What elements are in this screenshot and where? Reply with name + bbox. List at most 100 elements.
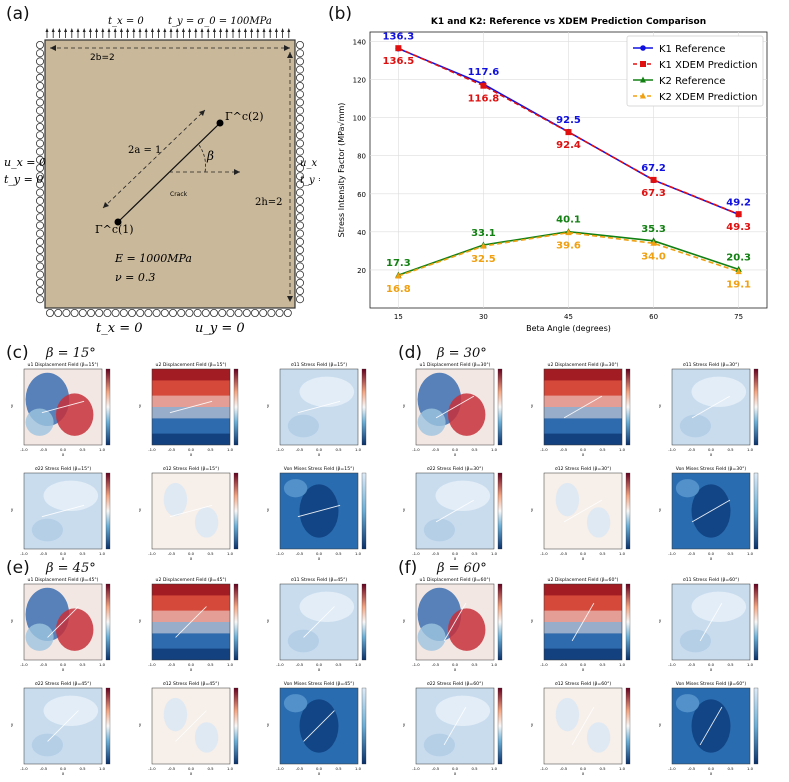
x-tick-label: -1.0 (668, 662, 676, 667)
x-tick-label: -1.0 (412, 662, 420, 667)
x-axis-label: x (582, 667, 585, 672)
field-subplot: σ11 Stress Field (β=45°) -1.0 -0.5 0.0 0.5 1.… (267, 577, 367, 672)
x-tick-label: -1.0 (412, 551, 420, 556)
x-tick-label: 1.0 (491, 662, 498, 667)
x-tick-label: 0.0 (60, 662, 67, 667)
legend-entry: K1 Reference (659, 44, 725, 55)
x-axis-label: x (318, 667, 321, 672)
field-block-c: u1 Displacement Field (β=15°) -1.0 -0.5 0.0… (11, 362, 367, 561)
x-tick-label: 1.0 (747, 766, 754, 771)
x-tick-label: -1.0 (668, 551, 676, 556)
y-axis-label: Stress Intensity Factor (MPa√mm) (337, 103, 346, 238)
x-tick-label: -1.0 (148, 551, 156, 556)
x-tick-label: 1.0 (619, 551, 626, 556)
x-tick-label: 0.0 (452, 662, 459, 667)
x-tick-label: 0.5 (599, 447, 606, 452)
x-tick-label: -0.5 (688, 662, 696, 667)
field-subplot: σ22 Stress Field (β=30°) -1.0 -0.5 0.0 0.5 1.… (403, 466, 503, 561)
x-tick-label: -0.5 (560, 662, 568, 667)
x-tick-label: 1.0 (99, 447, 106, 452)
top-stress: t_y = σ_0 = 100MPa (168, 16, 272, 27)
y-axis-label: y (139, 403, 142, 408)
y-axis-label: y (139, 618, 142, 623)
x-tick-label: 0.5 (207, 551, 214, 556)
field-subplot: σ22 Stress Field (β=60°) -1.0 -0.5 0.0 0.5 1.… (403, 681, 503, 776)
data-label: 67.2 (641, 163, 666, 174)
y-tick-label: 80 (357, 153, 366, 161)
y-axis-label: y (139, 507, 142, 512)
panel-b-label: (b) (328, 4, 353, 24)
x-tick-label: -0.5 (432, 766, 440, 771)
y-axis-label: y (659, 618, 662, 623)
crack-tip-1 (114, 218, 122, 226)
subplot-title: σ12 Stress Field (β=45°) (163, 681, 220, 687)
bottom-bc-2: u_y = 0 (195, 321, 245, 335)
right-bc-1: u_x = 0 (300, 158, 320, 169)
x-tick-label: 0.0 (580, 766, 587, 771)
subplot-title: σ22 Stress Field (β=45°) (35, 681, 92, 687)
x-tick-label: -0.5 (40, 447, 48, 452)
data-label: 20.3 (726, 252, 751, 263)
plate (44, 39, 296, 309)
y-axis-label: y (11, 507, 14, 512)
subplot-title: σ11 Stress Field (β=45°) (291, 577, 348, 583)
poisson-label: ν = 0.3 (115, 271, 155, 284)
x-tick-label: -1.0 (412, 447, 420, 452)
x-tick-label: 60 (649, 313, 658, 321)
data-point (395, 272, 402, 279)
legend-entry: K2 XDEM Prediction (659, 92, 757, 103)
x-axis-label: x (582, 556, 585, 561)
x-tick-label: 0.0 (188, 766, 195, 771)
data-point (565, 229, 572, 236)
x-tick-label: 0.0 (708, 551, 715, 556)
x-tick-label: -1.0 (540, 662, 548, 667)
data-label: 49.3 (726, 222, 751, 233)
x-axis-label: x (318, 452, 321, 457)
subplot-title: Von Mises Stress Field (β=45°) (284, 681, 355, 687)
field-subplot: u2 Displacement Field (β=60°) -1.0 -0.5 0.0… (531, 577, 631, 672)
x-tick-label: -0.5 (688, 447, 696, 452)
x-tick-label: 0.0 (316, 766, 323, 771)
subplot-title: u2 Displacement Field (β=15°) (156, 362, 227, 368)
subplot-title: u2 Displacement Field (β=45°) (156, 577, 227, 583)
panel-c-beta: β = 15° (46, 346, 96, 361)
x-tick-label: 0.0 (580, 447, 587, 452)
x-tick-label: -0.5 (296, 766, 304, 771)
x-tick-label: 0.5 (79, 447, 86, 452)
data-label: 49.2 (726, 197, 751, 208)
data-point (735, 211, 742, 218)
x-tick-label: 0.5 (335, 447, 342, 452)
subplot-title: σ11 Stress Field (β=30°) (683, 362, 740, 368)
x-tick-label: 1.0 (355, 766, 362, 771)
x-tick-label: 1.0 (227, 662, 234, 667)
x-tick-label: 0.5 (727, 447, 734, 452)
x-axis-label: x (710, 452, 713, 457)
x-tick-label: 0.0 (188, 551, 195, 556)
legend-entry: K1 XDEM Prediction (659, 60, 757, 71)
data-label: 16.8 (386, 284, 411, 295)
x-tick-label: -1.0 (540, 447, 548, 452)
y-axis-label: y (531, 618, 534, 623)
x-tick-label: -0.5 (432, 662, 440, 667)
subplot-title: u2 Displacement Field (β=60°) (548, 577, 619, 583)
panel-d-beta: β = 30° (437, 346, 487, 361)
data-label: 117.6 (468, 67, 500, 78)
x-tick-label: 0.5 (207, 447, 214, 452)
crack-length-label: 2a = 1 (128, 145, 161, 156)
y-axis-label: y (267, 722, 270, 727)
x-tick-label: 1.0 (747, 447, 754, 452)
field-subplot: Von Mises Stress Field (β=45°) -1.0 -0.5 0.… (267, 681, 367, 776)
x-tick-label: -0.5 (296, 447, 304, 452)
x-axis-label: Beta Angle (degrees) (526, 324, 611, 333)
x-tick-label: 0.0 (452, 766, 459, 771)
y-axis-label: y (11, 403, 14, 408)
x-axis-label: x (582, 452, 585, 457)
panel-e-label: (e) (6, 558, 30, 578)
data-label: 40.1 (556, 215, 581, 226)
x-tick-label: -0.5 (168, 662, 176, 667)
x-tick-label: -1.0 (276, 447, 284, 452)
data-point (565, 129, 572, 136)
x-tick-label: -0.5 (40, 662, 48, 667)
x-tick-label: 0.5 (599, 551, 606, 556)
data-label: 35.3 (641, 224, 666, 235)
